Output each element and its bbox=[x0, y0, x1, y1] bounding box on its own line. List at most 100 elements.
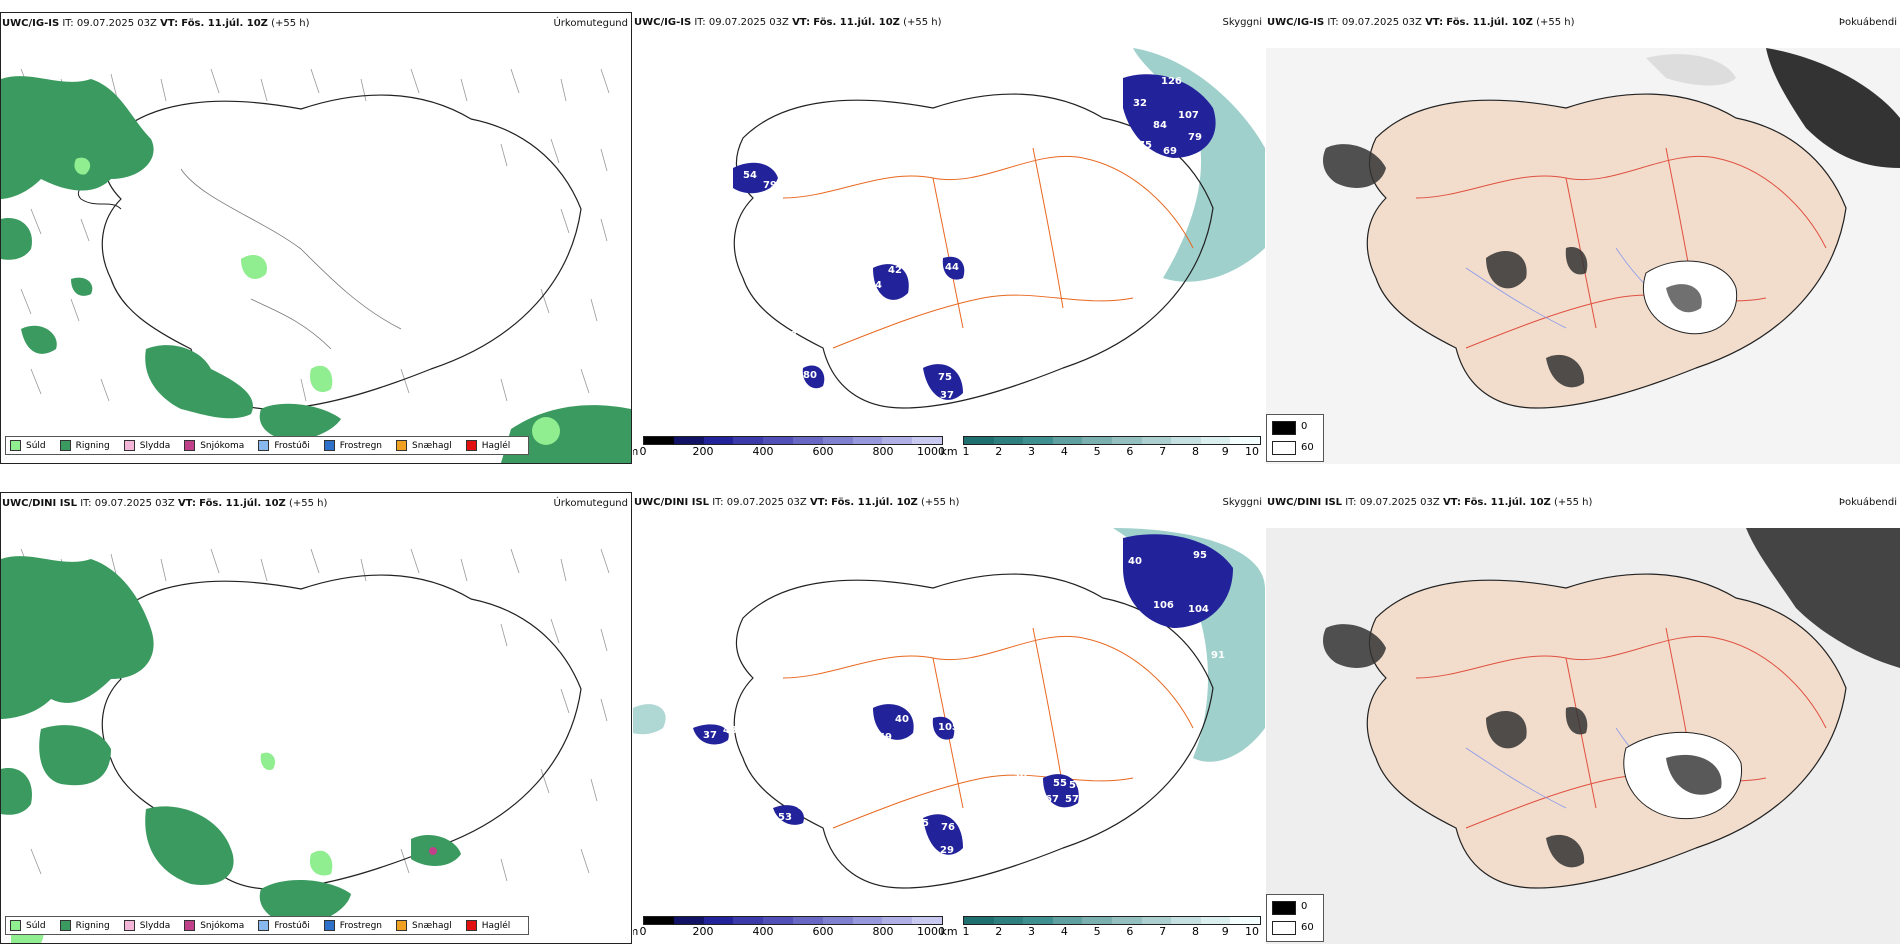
cloud-label: 58 bbox=[783, 330, 797, 341]
legend-item: Rigning bbox=[59, 920, 110, 931]
cloud-label: 40 bbox=[798, 802, 812, 813]
tick: 0 bbox=[639, 445, 647, 458]
tick: 2 bbox=[995, 445, 1003, 458]
cloud-label: 96 bbox=[703, 650, 717, 661]
precip-map bbox=[1, 548, 610, 943]
cloud-label: 40 bbox=[895, 714, 909, 725]
legend-swatch bbox=[323, 920, 335, 931]
panel-title: Úrkomutegund bbox=[553, 498, 628, 509]
tick: 1 bbox=[962, 445, 970, 458]
cloud-label: 104 bbox=[1188, 604, 1209, 615]
cloud-label: 15 bbox=[915, 818, 929, 829]
tick: 4 bbox=[1060, 445, 1068, 458]
fog-swatch-dark bbox=[1272, 901, 1296, 915]
tick: 2 bbox=[995, 925, 1003, 938]
precip-type-legend: Súld Rigning Slydda Snjókoma Frostúði Fr… bbox=[5, 436, 530, 455]
legend-swatch bbox=[258, 440, 270, 451]
cloud-panel-row2: UWC/DINI ISL IT: 09.07.2025 03Z VT: Fös.… bbox=[633, 492, 1265, 944]
tick: 9 bbox=[1221, 925, 1229, 938]
tick: 10 bbox=[1245, 925, 1260, 938]
cloud-label: 75 bbox=[1138, 140, 1152, 151]
legend-item: Snjókoma bbox=[184, 920, 244, 931]
fog-map bbox=[1266, 48, 1900, 464]
legend-item: Súld bbox=[10, 920, 46, 931]
panel-title: Úrkomutegund bbox=[553, 18, 628, 29]
visibility-unit: km bbox=[940, 445, 958, 458]
legend-item: Frostregn bbox=[323, 920, 382, 931]
legend-swatch bbox=[10, 920, 21, 931]
legend-item: Haglél bbox=[465, 440, 510, 451]
legend-swatch bbox=[10, 440, 21, 451]
fog-map bbox=[1266, 528, 1900, 944]
legend-swatch bbox=[396, 920, 408, 931]
visibility-colorbar: km 1 2 3 4 5 6 7 8 9 10 bbox=[940, 436, 1261, 459]
cloud-label: 79 bbox=[1188, 132, 1202, 143]
fog-panel-row1: UWC/IG-IS IT: 09.07.2025 03Z VT: Fös. 11… bbox=[1266, 12, 1900, 464]
panel-header: UWC/DINI ISL IT: 09.07.2025 03Z VT: Fös.… bbox=[2, 498, 628, 509]
tick: 200 bbox=[692, 445, 714, 458]
tick: 5 bbox=[1093, 925, 1101, 938]
tick: 800 bbox=[872, 925, 894, 938]
tick: 6 bbox=[1126, 925, 1134, 938]
cloud-label: 91 bbox=[1211, 650, 1225, 661]
cloud-label: 76 bbox=[713, 185, 727, 196]
visibility-unit: km bbox=[940, 925, 958, 938]
fog-label: 0 bbox=[1301, 421, 1308, 432]
panel-title: Skyggni bbox=[1222, 497, 1262, 508]
tick: 6 bbox=[1126, 445, 1134, 458]
tick: 0 bbox=[639, 925, 647, 938]
tick: 8 bbox=[1191, 925, 1199, 938]
cloud-label: 69 bbox=[1163, 146, 1177, 157]
cloud-label: 35 bbox=[1103, 760, 1117, 771]
cloud-label: 75 bbox=[938, 372, 952, 383]
cloud-label: 69 bbox=[878, 732, 892, 743]
fog-legend: 0 60 bbox=[1266, 414, 1324, 462]
ceiling-bar bbox=[643, 916, 943, 925]
cloud-panel-row1: UWC/IG-IS IT: 09.07.2025 03Z VT: Fös. 11… bbox=[633, 12, 1265, 464]
legend-item: Rigning bbox=[59, 440, 110, 451]
legend-swatch bbox=[465, 920, 477, 931]
tick: 5 bbox=[1093, 445, 1101, 458]
cloud-label: 106 bbox=[1153, 600, 1174, 611]
fog-swatch-dark bbox=[1272, 421, 1296, 435]
fog-label: 60 bbox=[1301, 442, 1314, 453]
legend-swatch bbox=[59, 440, 71, 451]
cloud-label: 150 bbox=[1043, 312, 1064, 323]
legend-swatch bbox=[123, 920, 135, 931]
tick: 10 bbox=[1245, 445, 1260, 458]
cloud-label: 47 bbox=[913, 395, 927, 406]
tick: 1000 bbox=[917, 925, 945, 938]
panel-header: UWC/DINI ISL IT: 09.07.2025 03Z VT: Fös.… bbox=[1267, 497, 1897, 508]
visibility-bar bbox=[963, 916, 1261, 925]
panel-header: UWC/IG-IS IT: 09.07.2025 03Z VT: Fös. 11… bbox=[634, 17, 1262, 28]
tick: 4 bbox=[1060, 925, 1068, 938]
cloud-label: 79 bbox=[763, 180, 777, 191]
legend-item: Slydda bbox=[123, 440, 170, 451]
cloud-label: 29 bbox=[940, 845, 954, 856]
cloud-label: 84 bbox=[1153, 120, 1167, 131]
legend-item: Slydda bbox=[123, 920, 170, 931]
cloud-label: 57 bbox=[1065, 794, 1079, 805]
legend-swatch bbox=[123, 440, 135, 451]
legend-swatch bbox=[396, 440, 408, 451]
ceiling-bar bbox=[643, 436, 943, 445]
legend-swatch bbox=[59, 920, 71, 931]
tick: 800 bbox=[872, 445, 894, 458]
tick: 7 bbox=[1159, 925, 1167, 938]
cloud-map: 126 32 107 84 79 75 69 54 79 76 42 44 44… bbox=[713, 48, 1265, 409]
tick: 7 bbox=[1159, 445, 1167, 458]
cloud-label: 30 bbox=[1013, 770, 1027, 781]
cloud-label: 48 bbox=[723, 725, 737, 736]
cloud-label: 56 bbox=[1069, 780, 1083, 791]
panel-header: UWC/IG-IS IT: 09.07.2025 03Z VT: Fös. 11… bbox=[2, 18, 628, 29]
visibility-colorbar: km 1 2 3 4 5 6 7 8 9 10 bbox=[940, 916, 1261, 939]
cloud-label: 53 bbox=[778, 812, 792, 823]
legend-item: Frostúði bbox=[258, 440, 310, 451]
cloud-label: 95 bbox=[1193, 550, 1207, 561]
cloud-label: 59 bbox=[1028, 332, 1042, 343]
ceiling-colorbar: m 0 200 400 600 800 1000 bbox=[633, 436, 945, 459]
ceiling-colorbar: m 0 200 400 600 800 1000 bbox=[633, 916, 945, 939]
visibility-bar bbox=[963, 436, 1261, 445]
panel-title: Þokuábendi bbox=[1838, 17, 1897, 28]
fog-label: 60 bbox=[1301, 922, 1314, 933]
